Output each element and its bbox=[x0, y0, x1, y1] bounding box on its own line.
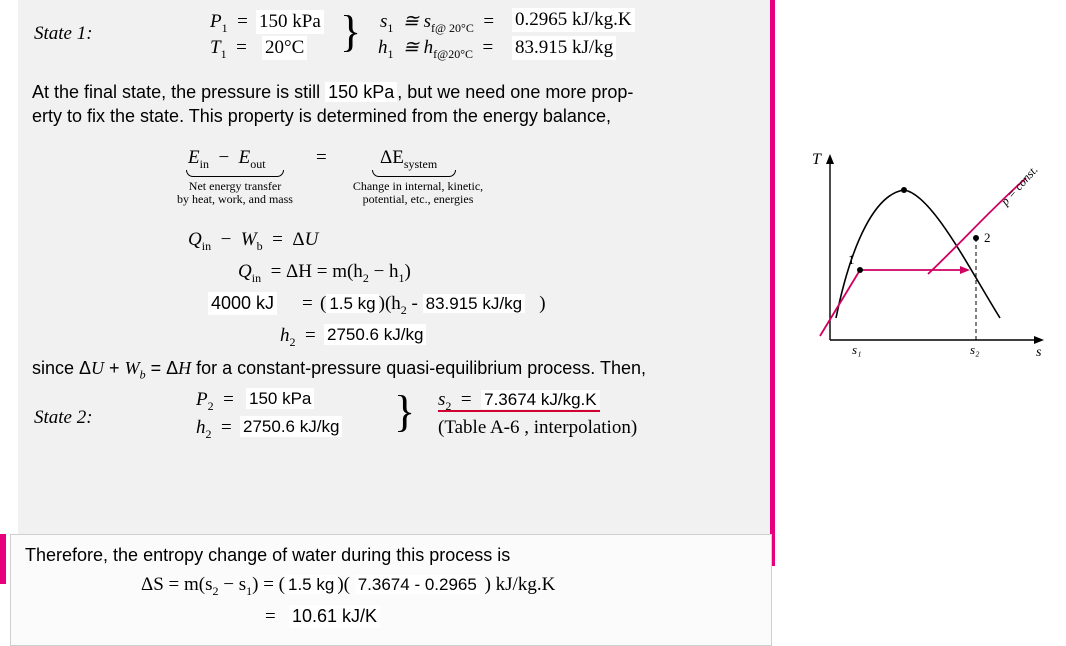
diagram-ylabel: T bbox=[812, 151, 822, 168]
p1-lhs: P1 = bbox=[210, 10, 248, 36]
para1-c: erty to fix the state. This property is … bbox=[32, 106, 611, 126]
h1-value: 83.915 kJ/kg bbox=[512, 36, 616, 60]
table-note: (Table A-6 , interpolation) bbox=[438, 416, 637, 440]
state1-label: State 1: bbox=[34, 22, 93, 46]
s1-lhs: s1 ≅ sf@ 20°C = bbox=[380, 10, 494, 36]
t1-value: 20°C bbox=[262, 36, 307, 60]
brace-state2: } bbox=[394, 386, 415, 437]
therefore-line: Therefore, the entropy change of water d… bbox=[25, 543, 745, 567]
t1-lhs: T1 = bbox=[210, 36, 247, 62]
s1-value: 0.2965 kJ/kg.K bbox=[512, 8, 635, 32]
h2-lhs-state2: h2 = bbox=[196, 416, 232, 442]
underbrace-left bbox=[186, 170, 284, 177]
ts-diagram-svg: T s s₁ s₂ 1 2 p = const. bbox=[800, 150, 1050, 370]
h2-value-state2: 2750.6 kJ/kg bbox=[240, 416, 342, 437]
caption-right: Change in internal, kinetic, potential, … bbox=[338, 180, 498, 206]
p1-value: 150 kPa bbox=[256, 10, 324, 34]
para1-a: At the final state, the pressure is stil… bbox=[32, 82, 320, 102]
eq-line3-eq: = bbox=[302, 292, 313, 316]
left-pink-accent bbox=[0, 534, 6, 584]
diagram-xlabel: s bbox=[1036, 345, 1042, 360]
eq-line1: Qin − Wb = ΔU bbox=[188, 228, 318, 254]
eq-line4: h2 = bbox=[280, 324, 320, 350]
ebal-eq: = bbox=[316, 146, 327, 170]
ds-eq: ΔS = m(s2 − s1) = (1.5 kg)( 7.3674 - 0.2… bbox=[141, 573, 555, 599]
ds-result: 10.61 kJ/K bbox=[289, 605, 380, 628]
para1: At the final state, the pressure is stil… bbox=[32, 80, 752, 129]
eq-line2: Qin = ΔH = m(h2 − h1) bbox=[238, 260, 411, 286]
diagram-s2: s₂ bbox=[970, 342, 980, 357]
para1-pressure: 150 kPa bbox=[325, 82, 397, 102]
para2: since ΔU + Wb = ΔH for a constant-pressu… bbox=[32, 356, 752, 383]
diagram-iso-label: p = const. bbox=[997, 163, 1040, 209]
diagram-pt1: 1 bbox=[848, 252, 855, 267]
desys: ΔEsystem bbox=[380, 146, 437, 172]
h2-value: 2750.6 kJ/kg bbox=[324, 324, 426, 345]
s2-lhs: s2 = 7.3674 kJ/kg.K bbox=[438, 388, 600, 414]
h1-lhs: h1 ≅ hf@20°C = bbox=[378, 36, 493, 62]
brace-state1: } bbox=[340, 6, 361, 57]
q-value: 4000 kJ bbox=[208, 292, 277, 315]
para2-prefix: since Δ bbox=[32, 358, 91, 378]
ts-diagram: T s s₁ s₂ 1 2 p = const. bbox=[800, 150, 1050, 370]
bottom-card: Therefore, the entropy change of water d… bbox=[10, 534, 772, 646]
p2-value: 150 kPa bbox=[246, 388, 314, 409]
para1-b: , but we need one more prop- bbox=[397, 82, 633, 102]
state2-label: State 2: bbox=[34, 406, 93, 430]
page-root: State 1: P1 = 150 kPa T1 = 20°C } s1 ≅ s… bbox=[0, 0, 1066, 646]
p2-lhs: P2 = bbox=[196, 388, 234, 414]
ein: Ein − Eout bbox=[188, 146, 266, 172]
diagram-s1: s₁ bbox=[852, 342, 862, 357]
ds-eq2: = bbox=[265, 605, 276, 629]
underbrace-right bbox=[372, 170, 456, 177]
diagram-pt2: 2 bbox=[984, 230, 991, 245]
main-card: State 1: P1 = 150 kPa T1 = 20°C } s1 ≅ s… bbox=[18, 0, 775, 566]
caption-left: Net energy transfer by heat, work, and m… bbox=[160, 180, 310, 206]
eq-line3-rhs: (1.5 kg)(h2 - 83.915 kJ/kg ) bbox=[320, 292, 546, 318]
